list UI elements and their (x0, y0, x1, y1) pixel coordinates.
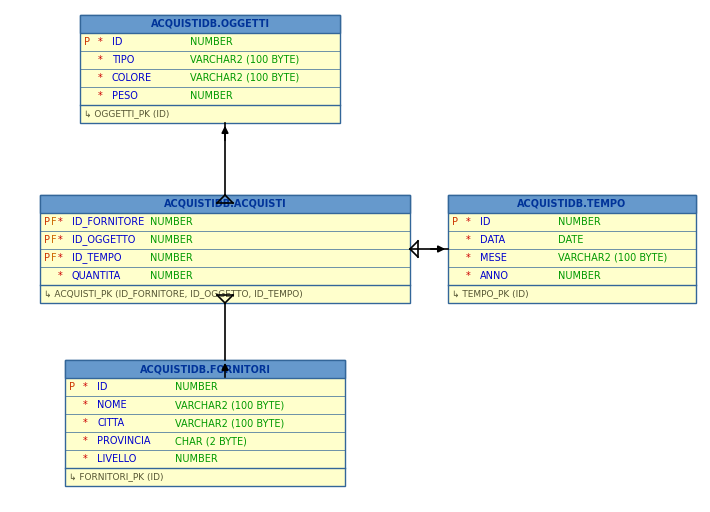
Text: VARCHAR2 (100 BYTE): VARCHAR2 (100 BYTE) (558, 253, 667, 263)
Text: ID_OGGETTO: ID_OGGETTO (72, 234, 136, 245)
Text: *: * (466, 253, 471, 263)
Text: ↳ TEMPO_PK (ID): ↳ TEMPO_PK (ID) (452, 289, 529, 298)
Text: PROVINCIA: PROVINCIA (97, 436, 151, 446)
Bar (80, 15, 340, 123)
Text: ANNO: ANNO (480, 271, 509, 281)
Text: F: F (51, 217, 57, 227)
Text: NOME: NOME (97, 400, 126, 410)
Text: *: * (98, 73, 103, 83)
Text: *: * (58, 271, 62, 281)
Text: MESE: MESE (480, 253, 507, 263)
Bar (40, 195, 410, 213)
Text: *: * (83, 382, 88, 392)
Text: NUMBER: NUMBER (190, 91, 233, 101)
Text: ACQUISTIDB.FORNITORI: ACQUISTIDB.FORNITORI (140, 364, 271, 374)
Bar (40, 195, 410, 303)
Text: NUMBER: NUMBER (558, 271, 601, 281)
Text: P: P (69, 382, 75, 392)
Text: *: * (98, 91, 103, 101)
Text: *: * (466, 235, 471, 245)
Text: P: P (84, 37, 90, 47)
Text: ID_FORNITORE: ID_FORNITORE (72, 217, 144, 227)
Text: VARCHAR2 (100 BYTE): VARCHAR2 (100 BYTE) (190, 73, 299, 83)
Text: ACQUISTIDB.OGGETTI: ACQUISTIDB.OGGETTI (151, 19, 270, 29)
Text: ↳ FORNITORI_PK (ID): ↳ FORNITORI_PK (ID) (69, 473, 163, 481)
Text: ↳ OGGETTI_PK (ID): ↳ OGGETTI_PK (ID) (84, 110, 170, 118)
Bar (448, 195, 696, 303)
Text: DATA: DATA (480, 235, 505, 245)
Text: NUMBER: NUMBER (150, 217, 192, 227)
Text: F: F (51, 235, 57, 245)
Bar (80, 15, 340, 33)
Text: CHAR (2 BYTE): CHAR (2 BYTE) (175, 436, 247, 446)
Text: LIVELLO: LIVELLO (97, 454, 136, 464)
Text: *: * (98, 37, 103, 47)
Text: ID: ID (480, 217, 491, 227)
Text: *: * (83, 400, 88, 410)
Text: CITTA: CITTA (97, 418, 124, 428)
Text: P: P (44, 217, 50, 227)
Text: NUMBER: NUMBER (190, 37, 233, 47)
Text: NUMBER: NUMBER (558, 217, 601, 227)
Text: *: * (83, 454, 88, 464)
Bar (65, 360, 345, 378)
Text: *: * (466, 271, 471, 281)
Text: *: * (58, 217, 62, 227)
Bar (448, 195, 696, 213)
Text: VARCHAR2 (100 BYTE): VARCHAR2 (100 BYTE) (175, 418, 284, 428)
Text: P: P (452, 217, 458, 227)
Text: NUMBER: NUMBER (150, 271, 192, 281)
Text: NUMBER: NUMBER (150, 235, 192, 245)
Text: *: * (58, 253, 62, 263)
Text: NUMBER: NUMBER (175, 454, 218, 464)
Text: NUMBER: NUMBER (175, 382, 218, 392)
Text: ACQUISTIDB.ACQUISTI: ACQUISTIDB.ACQUISTI (164, 199, 286, 209)
Text: *: * (58, 235, 62, 245)
Text: ID: ID (97, 382, 107, 392)
Text: F: F (51, 253, 57, 263)
Text: TIPO: TIPO (112, 55, 134, 65)
Text: QUANTITA: QUANTITA (72, 271, 121, 281)
Text: VARCHAR2 (100 BYTE): VARCHAR2 (100 BYTE) (175, 400, 284, 410)
Text: NUMBER: NUMBER (150, 253, 192, 263)
Text: ACQUISTIDB.TEMPO: ACQUISTIDB.TEMPO (518, 199, 627, 209)
Text: P: P (44, 253, 50, 263)
Text: ID_TEMPO: ID_TEMPO (72, 252, 121, 264)
Text: ↳ ACQUISTI_PK (ID_FORNITORE, ID_OGGETTO, ID_TEMPO): ↳ ACQUISTI_PK (ID_FORNITORE, ID_OGGETTO,… (44, 289, 302, 298)
Text: *: * (466, 217, 471, 227)
Text: ID: ID (112, 37, 123, 47)
Text: *: * (98, 55, 103, 65)
Text: VARCHAR2 (100 BYTE): VARCHAR2 (100 BYTE) (190, 55, 299, 65)
Text: P: P (44, 235, 50, 245)
Text: DATE: DATE (558, 235, 584, 245)
Text: PESO: PESO (112, 91, 138, 101)
Text: *: * (83, 418, 88, 428)
Text: *: * (83, 436, 88, 446)
Text: COLORE: COLORE (112, 73, 152, 83)
Bar (65, 360, 345, 486)
